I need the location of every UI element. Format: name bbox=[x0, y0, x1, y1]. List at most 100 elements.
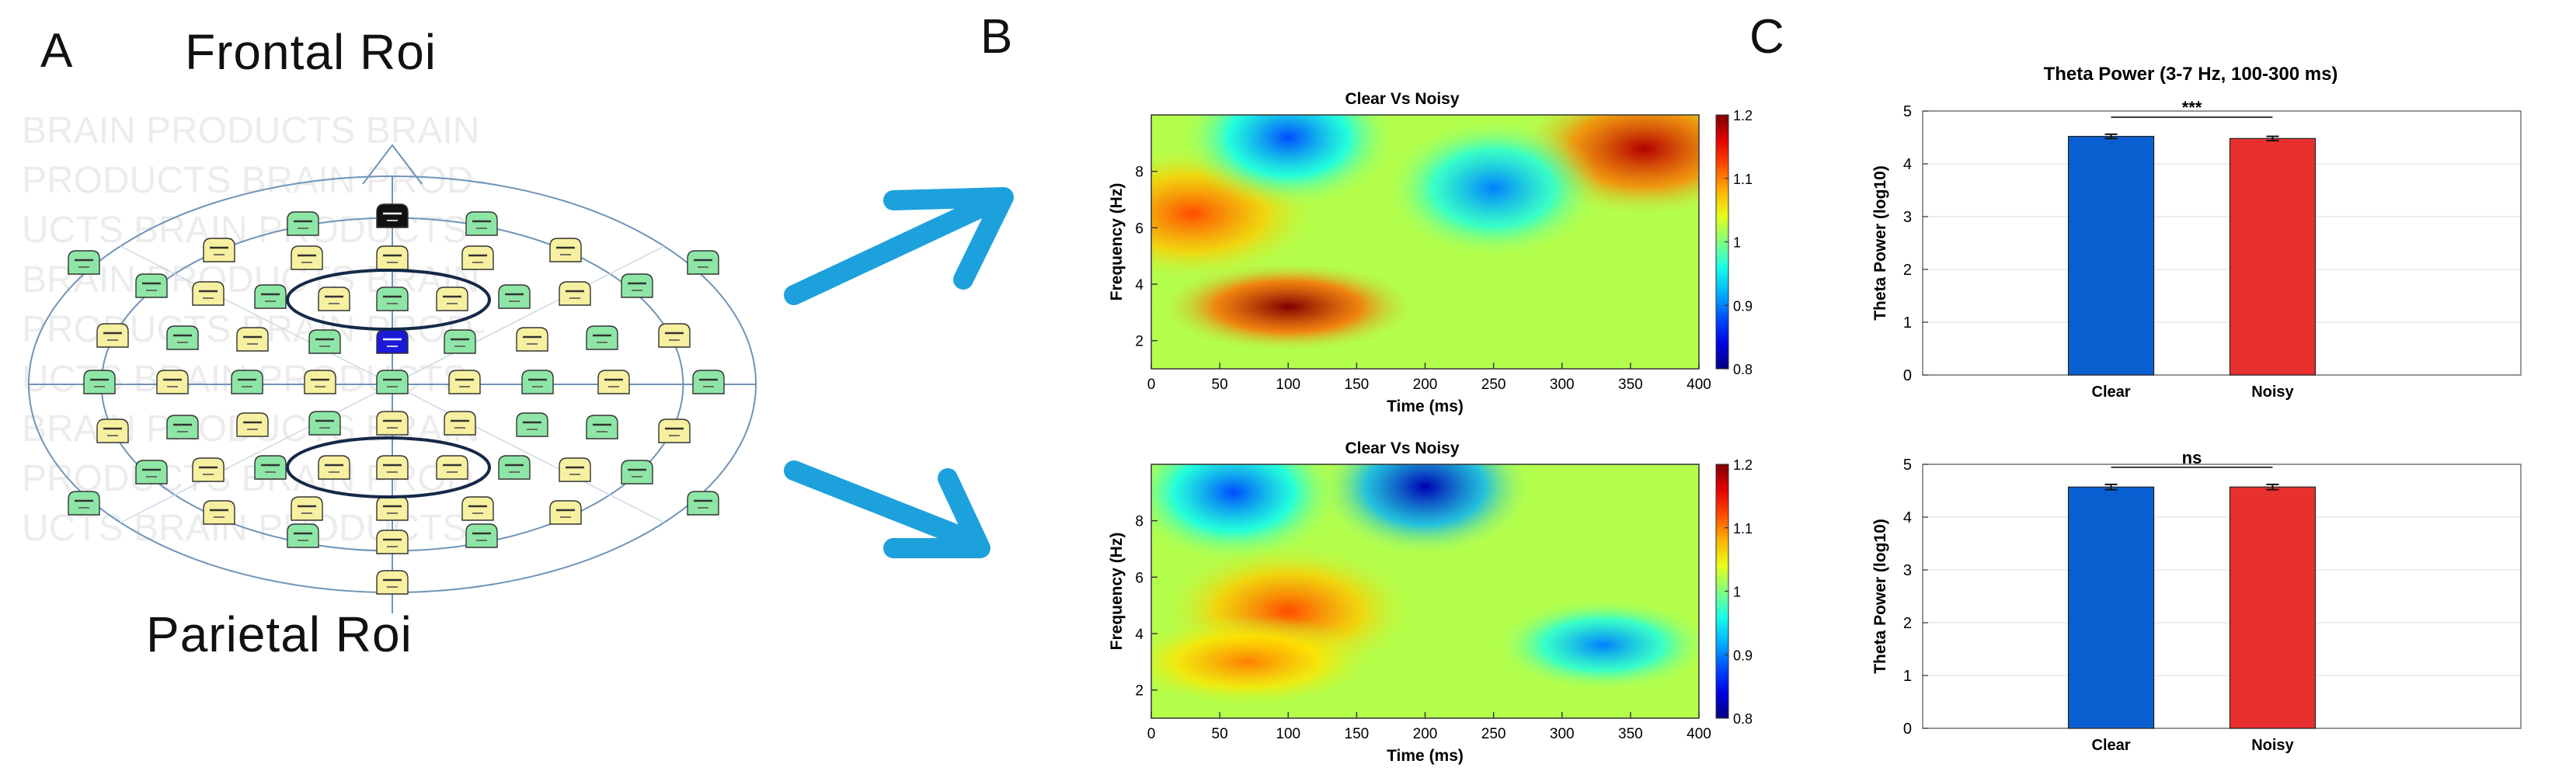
electrode-glyph bbox=[318, 455, 350, 480]
heatmap-bottom-x-tick-label: 400 bbox=[1687, 726, 1711, 742]
heatmap-top-x-tick-label: 400 bbox=[1687, 377, 1711, 393]
heatmap-top-colorbar-tick-label: 1.1 bbox=[1733, 172, 1753, 187]
electrode-glyph bbox=[586, 415, 618, 439]
heatmap-top-x-tick-label: 250 bbox=[1481, 377, 1506, 393]
electrode-glyph bbox=[166, 415, 199, 439]
bar-chart-top-bar-clear bbox=[2067, 136, 2155, 376]
frontal-roi-title: Frontal Roi bbox=[185, 24, 437, 80]
electrode-glyph bbox=[549, 238, 582, 262]
electrode-glyph bbox=[308, 411, 341, 436]
electrode-glyph bbox=[692, 370, 725, 394]
bar-chart-bottom-significance: ns bbox=[2111, 448, 2273, 468]
electrode-layer bbox=[68, 203, 725, 595]
electrode-glyph bbox=[621, 273, 653, 298]
heatmap-bottom-y-label: Frequency (Hz) bbox=[1108, 533, 1126, 651]
heatmap-bottom-colorbar-tick-label: 1 bbox=[1733, 585, 1741, 600]
electrode-glyph bbox=[68, 250, 100, 275]
heatmap-top-x-tick-label: 50 bbox=[1212, 377, 1228, 393]
heatmap-bottom-feature bbox=[1316, 464, 1534, 557]
heatmap-top-title: Clear Vs Noisy bbox=[1345, 90, 1459, 108]
bar-chart-top-significance: *** bbox=[2111, 98, 2273, 118]
bar-chart-bottom-y-tick-label: 1 bbox=[1903, 668, 1912, 685]
electrode-glyph bbox=[254, 455, 287, 480]
electrode-glyph bbox=[135, 273, 168, 298]
watermark-line: PRODUCTS BRAIN PROD- bbox=[22, 160, 486, 201]
electrode-glyph bbox=[68, 491, 100, 516]
heatmap-top-y-tick-label: 2 bbox=[1135, 334, 1144, 350]
heatmap-bottom-feature bbox=[1151, 464, 1342, 563]
heatmap-top: Clear Vs Noisy 0 50 100 150 200 250 300 350 400 … bbox=[1108, 90, 1753, 415]
electrode-glyph bbox=[376, 496, 409, 521]
heatmap-top-x-tick-label: 300 bbox=[1550, 377, 1575, 393]
electrode-glyph bbox=[687, 491, 719, 516]
electrode-glyph bbox=[135, 460, 168, 485]
bar-chart-top-x-tick-label: Clear bbox=[2092, 384, 2131, 401]
heatmap-top-field bbox=[1151, 115, 1699, 369]
electrode-glyph bbox=[231, 370, 263, 394]
bar-chart-top-y-tick-label: 1 bbox=[1903, 314, 1912, 332]
electrode-glyph bbox=[658, 323, 691, 348]
heatmap-top-colorbar-tick-label: 0.8 bbox=[1733, 362, 1753, 377]
bar-chart-bottom-y-ticks: 0 1 2 3 4 5 bbox=[1903, 457, 1928, 738]
electrode-glyph bbox=[444, 411, 476, 436]
electrode-glyph bbox=[96, 419, 129, 443]
arrow-up-right-icon bbox=[784, 187, 1014, 305]
electrode-glyph bbox=[376, 570, 409, 595]
electrode-glyph bbox=[287, 523, 319, 548]
electrode-glyph bbox=[436, 287, 468, 311]
electrode-glyph bbox=[376, 411, 409, 436]
heatmap-bottom-x-ticks: 0 50 100 150 200 250 300 350 400 bbox=[1147, 712, 1711, 742]
heatmap-top-feature bbox=[1156, 260, 1421, 354]
heatmap-top-feature bbox=[1179, 115, 1398, 208]
bar-chart-top-x-ticks: Clear Noisy bbox=[2092, 384, 2295, 401]
heatmap-bottom-x-tick-label: 0 bbox=[1147, 726, 1156, 742]
panel-label-a: A bbox=[40, 24, 73, 78]
electrode-glyph bbox=[498, 455, 531, 480]
electrode-glyph bbox=[586, 325, 618, 350]
heatmap-bottom-y-tick-label: 4 bbox=[1135, 627, 1144, 643]
electrode-glyph bbox=[559, 281, 591, 306]
heatmap-top-feature bbox=[1384, 118, 1603, 259]
electrode-glyph bbox=[465, 211, 498, 236]
bar-chart-top-bar-noisy bbox=[2229, 137, 2317, 376]
heatmap-top-y-ticks: 2 4 6 8 bbox=[1135, 165, 1157, 350]
electrode-glyph bbox=[376, 329, 409, 354]
bar-chart-bottom-grid bbox=[1923, 464, 2521, 729]
electrode-glyph bbox=[203, 238, 235, 262]
heatmap-top-x-tick-label: 100 bbox=[1276, 377, 1300, 393]
heatmap-bottom-field bbox=[1151, 464, 1699, 718]
heatmap-top-x-tick-label: 350 bbox=[1618, 377, 1643, 393]
heatmap-bottom-x-tick-label: 100 bbox=[1276, 726, 1300, 742]
electrode-glyph bbox=[203, 500, 235, 525]
arrows bbox=[784, 187, 1014, 558]
bar-chart-top-grid bbox=[1923, 110, 2521, 376]
heatmap-bottom-colorbar-tick-label: 1.2 bbox=[1733, 457, 1753, 473]
electrode-glyph bbox=[658, 419, 691, 443]
heatmap-bottom-y-tick-label: 8 bbox=[1135, 514, 1144, 530]
heatmap-top-y-tick-label: 8 bbox=[1135, 165, 1144, 181]
bar-chart-bottom-x-ticks: Clear Noisy bbox=[2092, 737, 2295, 754]
bar-chart-top-y-tick-label: 4 bbox=[1903, 156, 1912, 173]
electrode-glyph bbox=[254, 284, 287, 309]
heatmap-bottom-x-label: Time (ms) bbox=[1387, 747, 1464, 765]
heatmap-bottom-title: Clear Vs Noisy bbox=[1345, 439, 1459, 457]
electrode-glyph bbox=[291, 496, 323, 521]
electrode-glyph bbox=[376, 203, 409, 228]
electrode-glyph bbox=[461, 245, 494, 270]
bar-chart-bottom-y-tick-label: 0 bbox=[1903, 721, 1912, 738]
electrode-glyph bbox=[621, 460, 653, 485]
bar-chart-top-title: Theta Power (3-7 Hz, 100-300 ms) bbox=[2044, 64, 2338, 85]
bar-chart-bottom-x-tick-label: Clear bbox=[2092, 737, 2131, 754]
electrode-glyph bbox=[83, 370, 116, 394]
bar-chart-bottom-significance-label: ns bbox=[2182, 448, 2202, 467]
electrode-glyph bbox=[291, 245, 323, 270]
heatmap-bottom-colorbar-tick-label: 0.9 bbox=[1733, 648, 1753, 663]
heatmap-top-colorbar-tick-label: 0.9 bbox=[1733, 298, 1753, 314]
bar-chart-bottom-frame bbox=[1922, 464, 2522, 729]
heatmap-bottom-x-tick-label: 150 bbox=[1345, 726, 1370, 742]
bar-chart-top-y-tick-label: 2 bbox=[1903, 262, 1912, 279]
heatmap-bottom-y-tick-label: 2 bbox=[1135, 683, 1144, 700]
bar-chart-top-x-tick-label: Noisy bbox=[2251, 384, 2294, 401]
panel-label-b: B bbox=[980, 10, 1013, 64]
electrode-glyph bbox=[559, 457, 591, 482]
